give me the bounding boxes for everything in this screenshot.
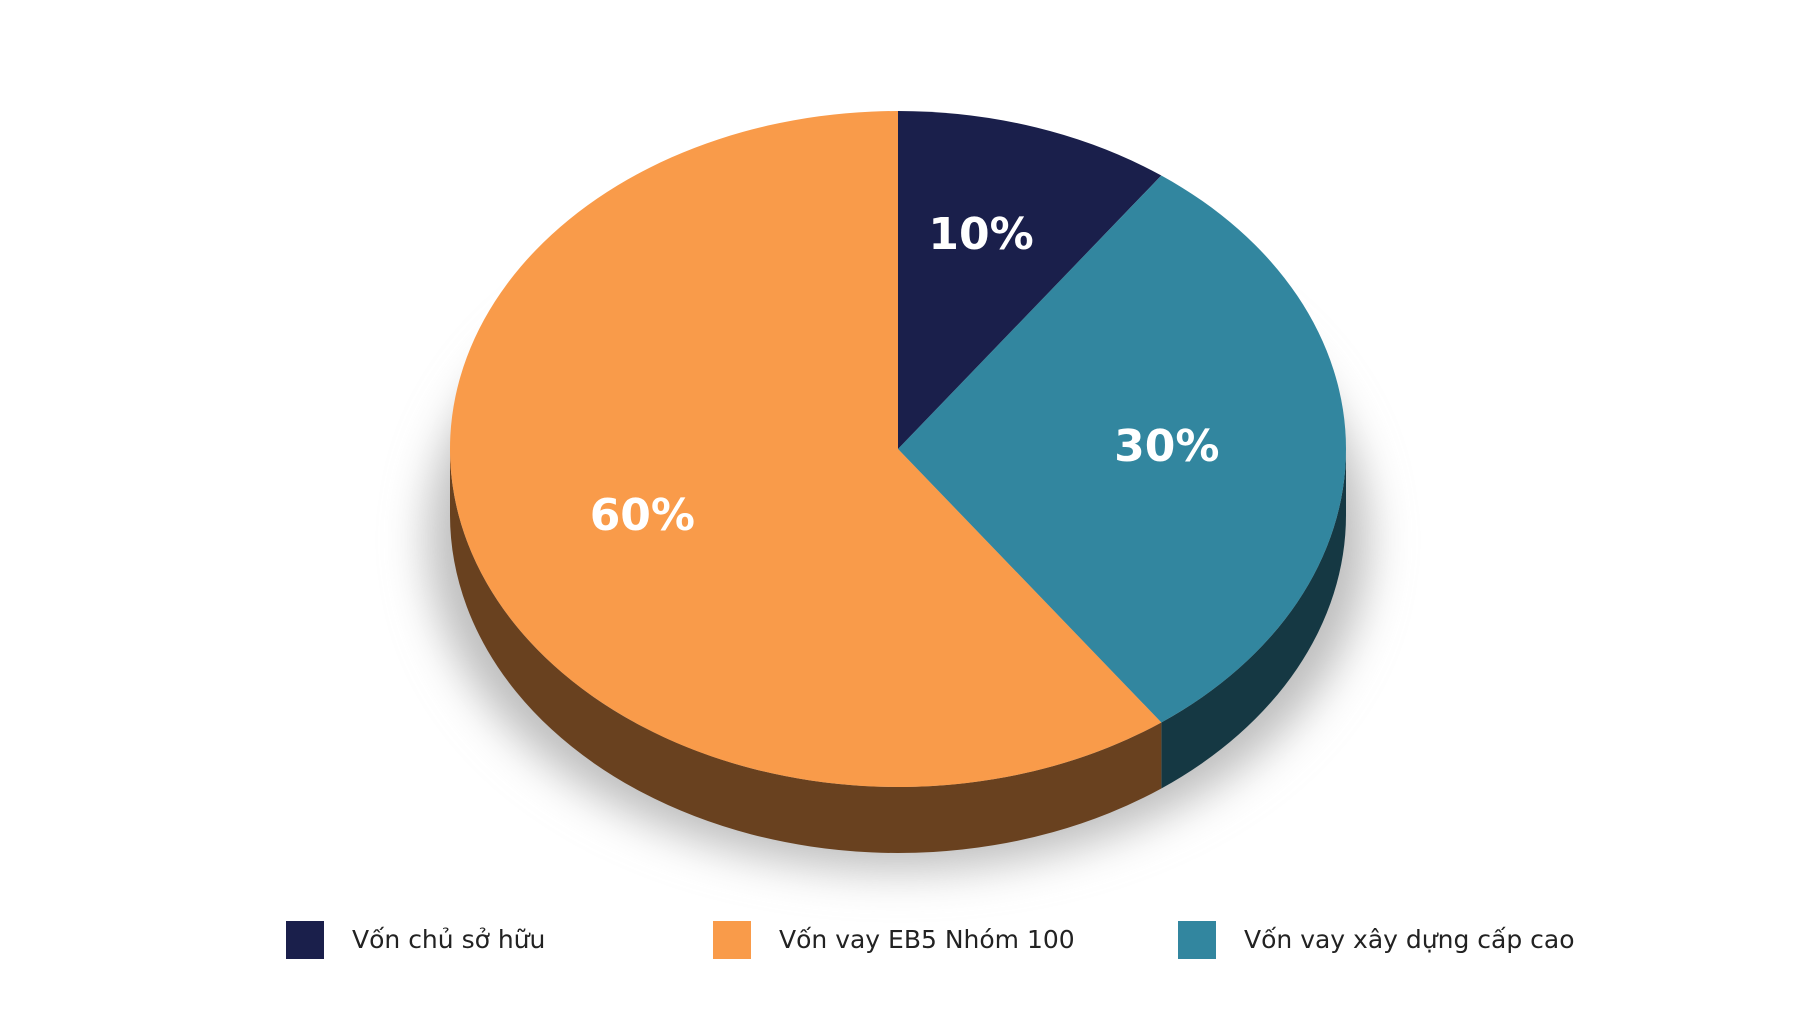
pie-slice (450, 111, 1162, 787)
value-label: 10% (928, 209, 1033, 260)
legend-swatch (1178, 921, 1216, 959)
legend-swatch (286, 921, 324, 959)
legend-label: Vốn vay xây dựng cấp cao (1244, 925, 1575, 954)
legend-swatch (713, 921, 751, 959)
pie-slice (898, 111, 1162, 449)
value-label: 60% (590, 490, 695, 541)
pie-slice (898, 175, 1346, 723)
slice-side (450, 449, 1162, 853)
legend-label: Vốn vay EB5 Nhóm 100 (779, 925, 1075, 954)
legend-label: Vốn chủ sở hữu (352, 925, 545, 954)
value-label: 30% (1114, 421, 1219, 472)
slice-side (1161, 449, 1346, 789)
